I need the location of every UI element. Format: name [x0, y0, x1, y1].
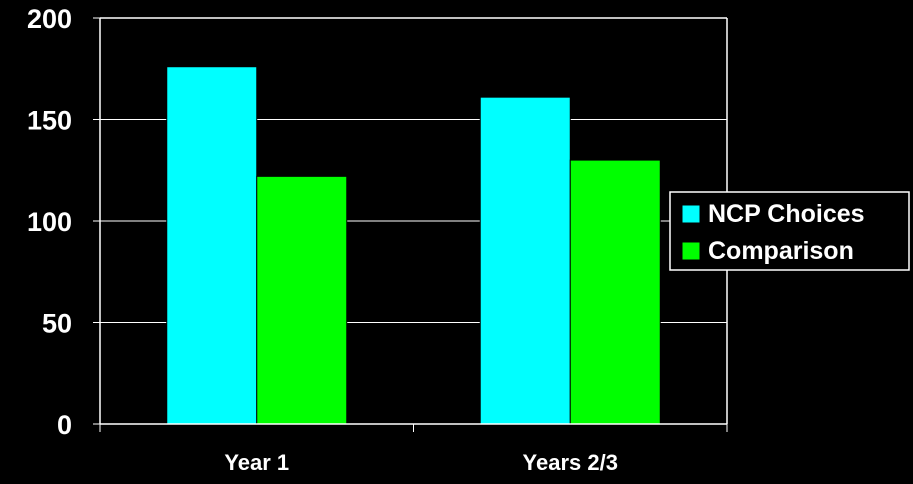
x-tick-label: Years 2/3	[523, 450, 618, 475]
y-tick-label: 200	[27, 4, 72, 34]
y-tick-label: 50	[42, 309, 72, 339]
legend-label: NCP Choices	[708, 200, 865, 228]
legend-label: Comparison	[708, 237, 854, 265]
bar-ncp-choices	[166, 66, 258, 425]
bar-ncp-choices	[479, 96, 571, 425]
bar-comparison	[569, 159, 661, 425]
legend-swatch	[681, 204, 701, 224]
y-tick-label: 150	[27, 106, 72, 136]
axes: 0 50 100 150 200 Year 1 Years 2/3	[27, 4, 728, 475]
legend-swatch	[681, 241, 701, 261]
bars	[166, 66, 661, 425]
legend-box	[669, 191, 910, 271]
y-tick-label: 100	[27, 207, 72, 237]
y-tick-label: 0	[57, 410, 72, 440]
legend: NCP Choices Comparison	[669, 191, 910, 271]
bar-comparison	[256, 175, 348, 425]
x-tick-label: Year 1	[224, 450, 289, 475]
